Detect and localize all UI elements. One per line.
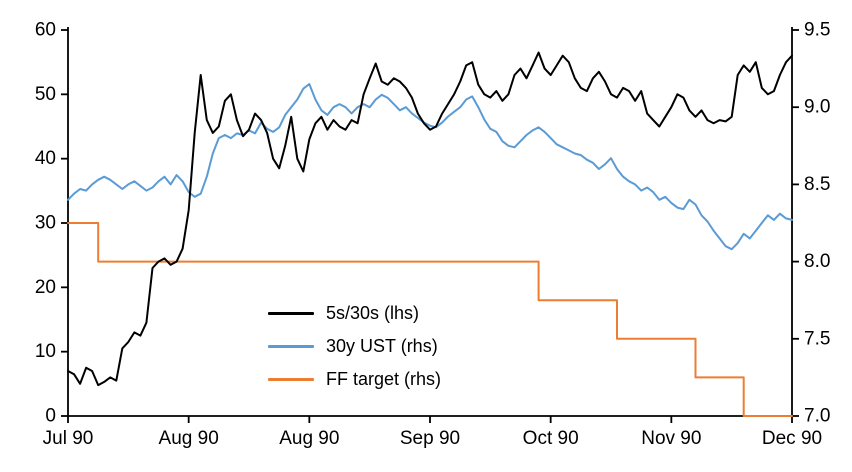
right-axis-tick-label: 7.0: [804, 406, 830, 427]
series-line-5s-30s-lhs: [67, 51, 793, 387]
right-axis-tick-label: 8.0: [804, 251, 830, 272]
right-axis-tick-label: 8.5: [804, 174, 830, 195]
x-axis-tick-label: Oct 90: [523, 428, 579, 449]
x-axis-tick-label: Jul 90: [43, 428, 94, 449]
right-axis-tick-label: 9.0: [804, 97, 830, 118]
left-axis-tick-label: 50: [35, 84, 56, 105]
x-axis-tick-label: Aug 90: [159, 428, 219, 449]
left-axis-tick-label: 0: [45, 406, 56, 427]
x-axis-tick-label: Aug 90: [279, 428, 339, 449]
legend-item-5s30s: 5s/30s (lhs): [268, 301, 441, 325]
legend-item-ff-target: FF target (rhs): [268, 367, 441, 391]
left-axis-tick-label: 10: [35, 341, 56, 362]
series-line-ff-target-rhs: [67, 222, 793, 417]
legend-label-5s30s: 5s/30s (lhs): [326, 302, 420, 323]
legend-label-30y-ust: 30y UST (rhs): [326, 335, 438, 356]
left-axis-tick-label: 30: [35, 213, 56, 234]
chart-legend: 5s/30s (lhs) 30y UST (rhs) FF target (rh…: [268, 301, 441, 391]
legend-line-ff-target-icon: [268, 377, 314, 381]
legend-line-30y-ust-icon: [268, 344, 314, 348]
x-axis-tick-label: Nov 90: [641, 428, 701, 449]
x-axis-tick-label: Sep 90: [400, 428, 460, 449]
x-axis-tick-label: Dec 90: [762, 428, 822, 449]
legend-item-30y-ust: 30y UST (rhs): [268, 334, 441, 358]
legend-line-5s30s-icon: [268, 311, 314, 315]
left-axis-tick-label: 40: [35, 148, 56, 169]
left-axis-tick-label: 60: [35, 20, 56, 41]
series-line-30y-ust-rhs: [67, 83, 793, 251]
left-axis-tick-label: 20: [35, 277, 56, 298]
legend-label-ff-target: FF target (rhs): [326, 368, 442, 389]
right-axis-tick-label: 9.5: [804, 20, 830, 41]
right-axis-tick-label: 7.5: [804, 328, 830, 349]
